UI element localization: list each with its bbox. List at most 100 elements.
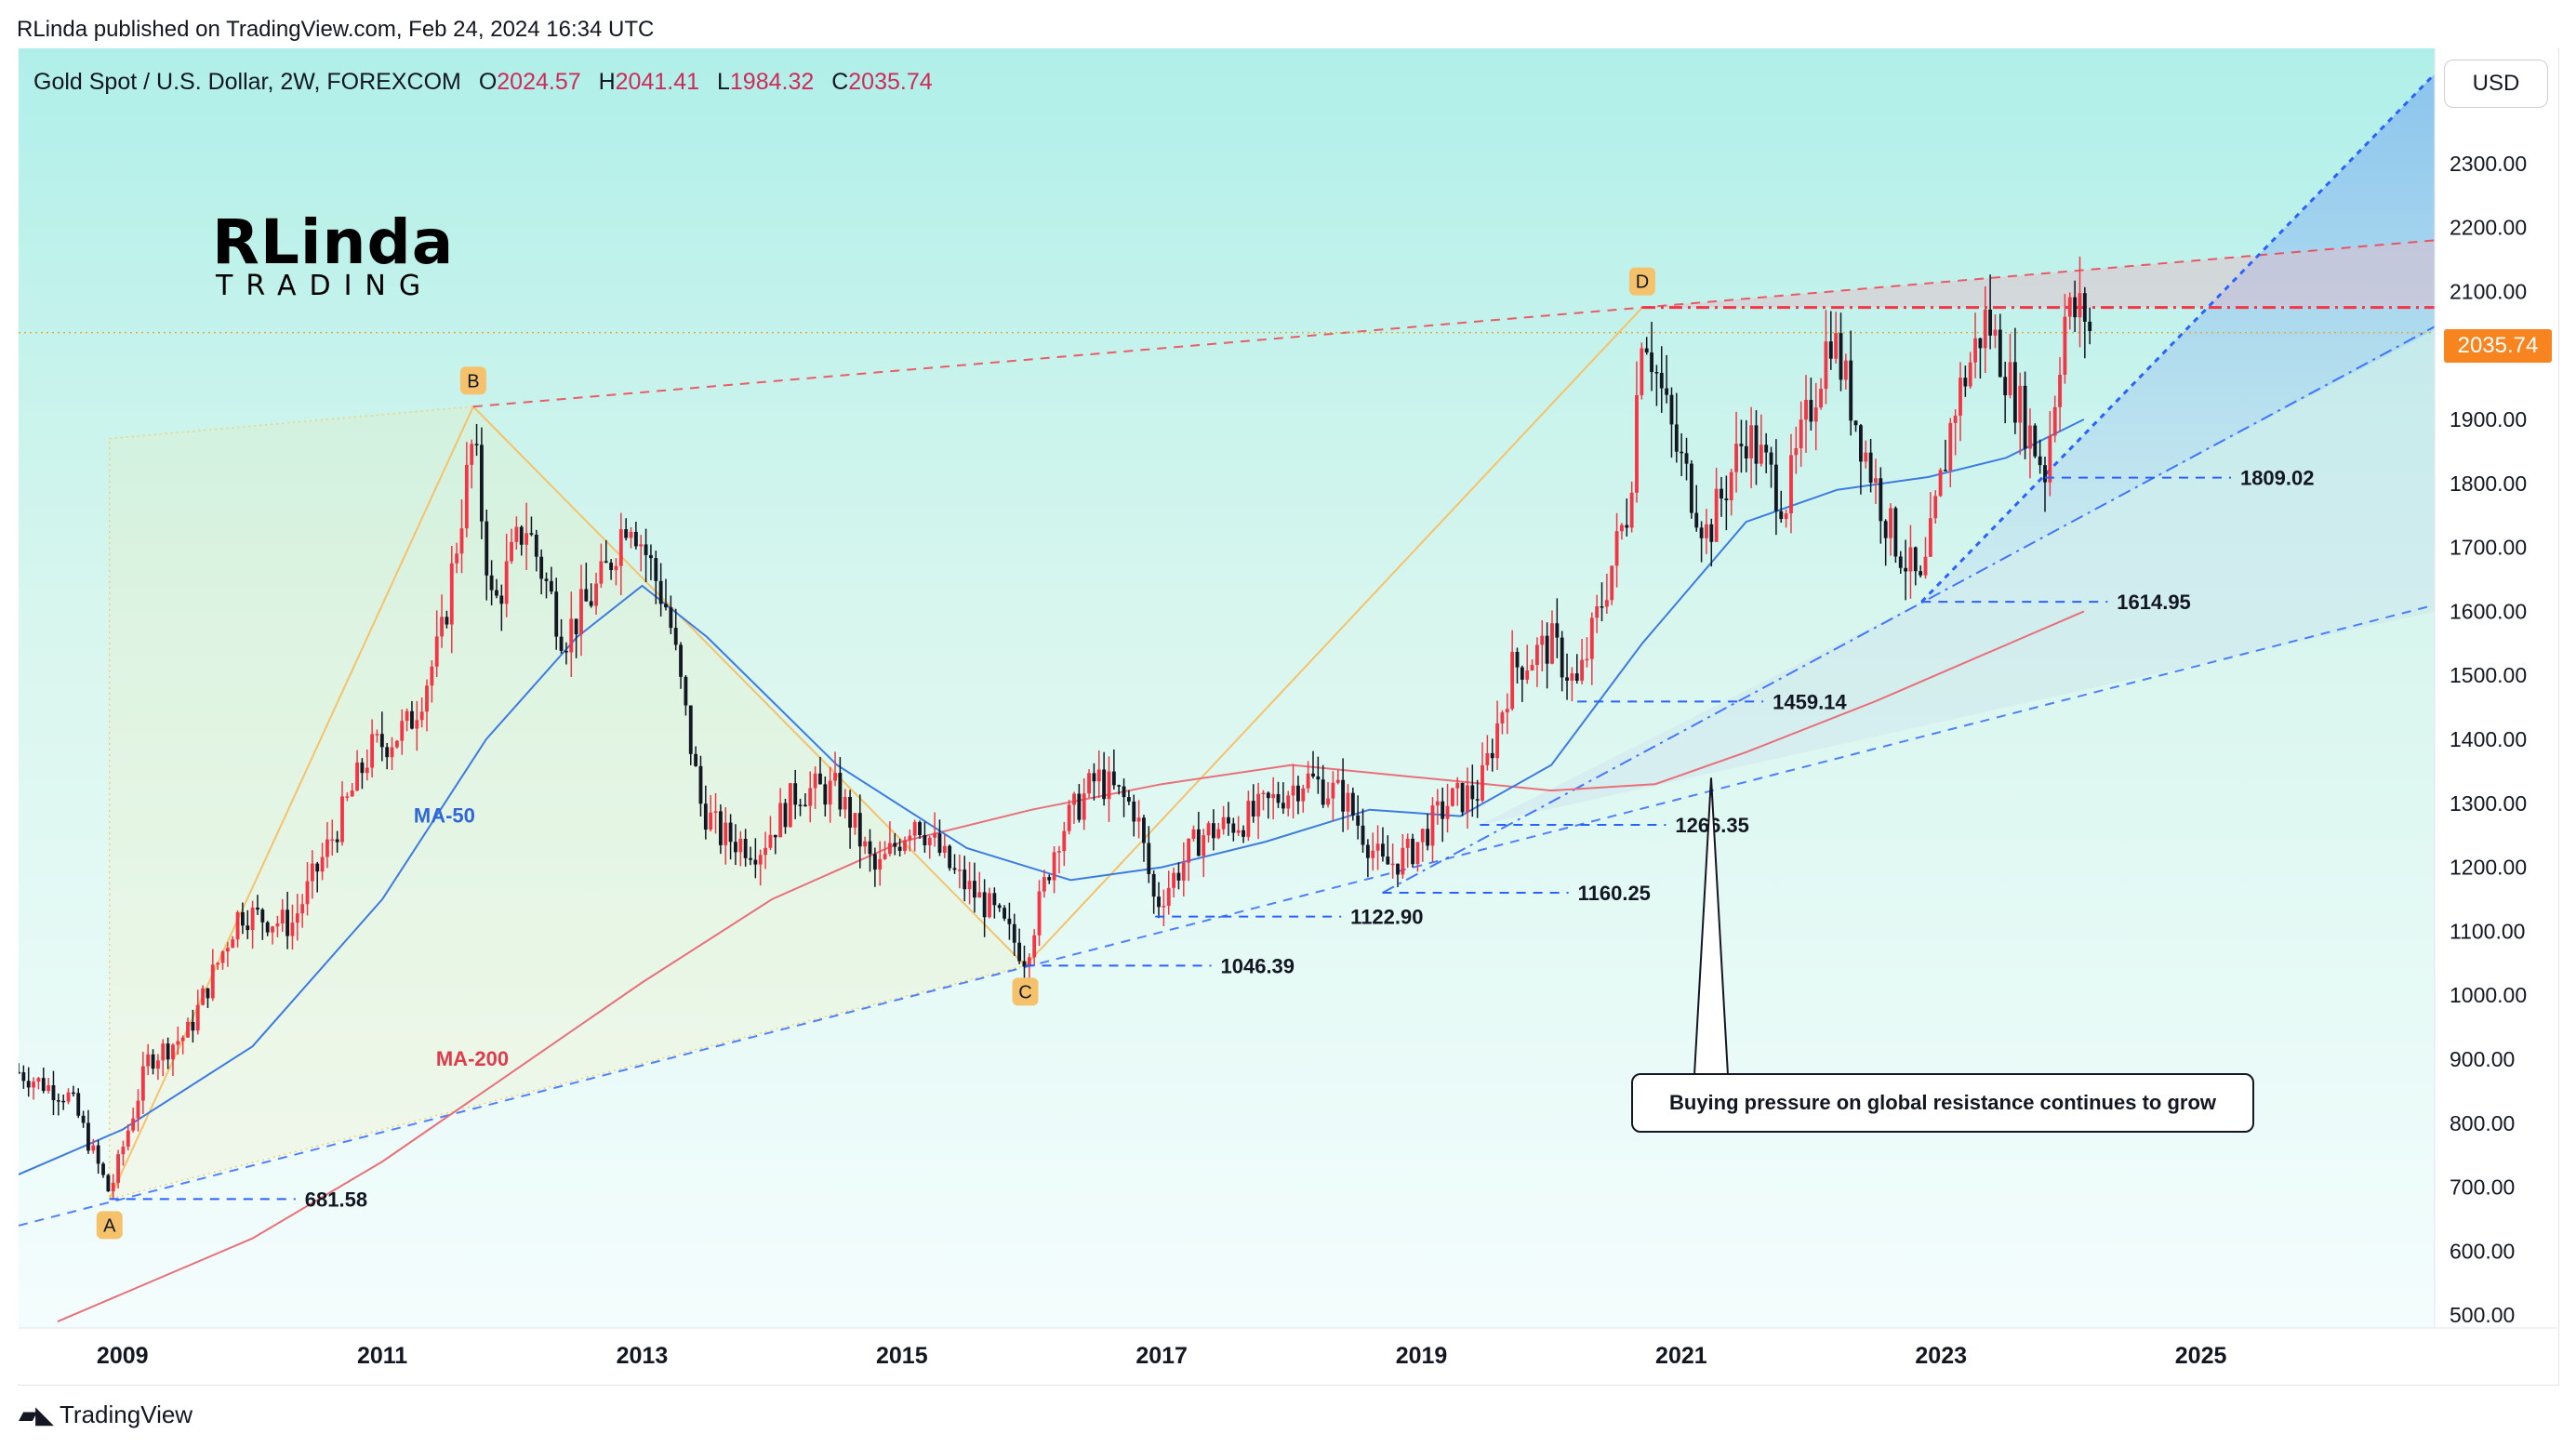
candle-body bbox=[1933, 496, 1938, 519]
candle-body bbox=[1401, 847, 1405, 875]
candle-body bbox=[41, 1078, 46, 1092]
candle-body bbox=[285, 909, 290, 936]
y-tick-label: 600.00 bbox=[2450, 1239, 2515, 1263]
candle-body bbox=[231, 939, 235, 949]
candle-body bbox=[61, 1100, 66, 1103]
candle-body bbox=[967, 881, 972, 890]
candle-body bbox=[1381, 843, 1385, 857]
candle-body bbox=[2048, 435, 2052, 483]
candle-body bbox=[335, 839, 339, 843]
candle-body bbox=[1680, 451, 1684, 454]
x-tick-label: 2017 bbox=[1135, 1343, 1188, 1369]
candle-body bbox=[489, 575, 494, 591]
candle-body bbox=[1784, 513, 1788, 520]
candle-body bbox=[1749, 425, 1754, 458]
candle-body bbox=[1365, 844, 1370, 858]
candle-body bbox=[1335, 779, 1340, 783]
candle-body bbox=[564, 650, 568, 653]
candle-body bbox=[1944, 470, 1947, 471]
level-label-1614.95: 1614.95 bbox=[2117, 591, 2191, 614]
candle-body bbox=[1037, 891, 1042, 936]
candle-body bbox=[2003, 377, 2008, 395]
candle-body bbox=[1540, 635, 1545, 645]
time-axis-bg bbox=[19, 1328, 2557, 1384]
candle-body bbox=[1635, 394, 1639, 493]
candle-body bbox=[1136, 817, 1141, 822]
candle-body bbox=[942, 845, 947, 853]
currency-button[interactable]: USD bbox=[2444, 60, 2548, 108]
candle-body bbox=[897, 846, 902, 851]
candle-body bbox=[2018, 385, 2023, 423]
tradingview-logo-icon: ▰◣ bbox=[19, 1401, 54, 1428]
candle-body bbox=[325, 839, 329, 857]
candle-body bbox=[1455, 783, 1460, 789]
candle-body bbox=[868, 841, 872, 855]
candle-body bbox=[1371, 850, 1375, 858]
candle-body bbox=[126, 1130, 130, 1148]
candle-body bbox=[609, 563, 614, 571]
candle-body bbox=[455, 553, 459, 564]
candle-body bbox=[2012, 362, 2017, 423]
candle-body bbox=[271, 926, 274, 933]
candle-body bbox=[91, 1145, 96, 1151]
y-tick-label: 1800.00 bbox=[2450, 471, 2527, 496]
tradingview-brand[interactable]: ▰◣ TradingView bbox=[19, 1401, 193, 1429]
symbol-legend[interactable]: Gold Spot / U.S. Dollar, 2W, FOREXCOM O2… bbox=[33, 69, 933, 96]
candle-body bbox=[1346, 792, 1350, 812]
x-tick-label: 2019 bbox=[1396, 1343, 1448, 1369]
candle-body bbox=[1589, 617, 1594, 659]
candle-body bbox=[350, 790, 354, 797]
candle-body bbox=[340, 796, 344, 843]
candle-body bbox=[1490, 752, 1494, 759]
candle-body bbox=[2023, 385, 2027, 449]
candle-body bbox=[957, 870, 962, 871]
candle-body bbox=[1904, 567, 1908, 572]
candle-body bbox=[1858, 425, 1863, 462]
candle-body bbox=[1311, 773, 1315, 777]
candle-body bbox=[1773, 464, 1778, 511]
candle-body bbox=[883, 854, 887, 859]
candle-body bbox=[728, 822, 733, 843]
candle-body bbox=[749, 857, 752, 860]
candle-body bbox=[963, 870, 967, 890]
candle-body bbox=[2028, 425, 2032, 449]
candle-body bbox=[1754, 425, 1759, 464]
candle-body bbox=[155, 1060, 160, 1069]
candle-body bbox=[1441, 801, 1445, 819]
candle-body bbox=[524, 533, 529, 545]
candle-body bbox=[629, 531, 633, 538]
candle-body bbox=[1047, 877, 1052, 881]
candle-body bbox=[71, 1092, 75, 1095]
candle-body bbox=[1744, 445, 1748, 458]
candle-body bbox=[220, 951, 225, 963]
rlinda-logo: RLinda TRADING bbox=[212, 206, 454, 309]
candle-body bbox=[1176, 872, 1181, 881]
y-tick-label: 2300.00 bbox=[2450, 152, 2527, 176]
candle-body bbox=[688, 705, 693, 754]
candle-body bbox=[1629, 492, 1634, 528]
candle-body bbox=[1654, 372, 1659, 374]
candle-body bbox=[1959, 378, 1962, 416]
candle-body bbox=[1291, 785, 1295, 796]
candle-body bbox=[1361, 825, 1365, 845]
candle-body bbox=[927, 837, 932, 845]
candle-body bbox=[1650, 352, 1653, 373]
candle-body bbox=[1500, 712, 1505, 724]
candle-body bbox=[982, 892, 987, 918]
candle-body bbox=[823, 784, 828, 805]
candle-body bbox=[1819, 389, 1824, 408]
candle-body bbox=[1012, 923, 1016, 943]
candle-body bbox=[379, 734, 384, 748]
candle-body bbox=[26, 1081, 31, 1088]
candle-body bbox=[734, 842, 737, 853]
candle-body bbox=[1445, 805, 1450, 819]
candle-body bbox=[1266, 792, 1270, 799]
candle-body bbox=[1495, 723, 1500, 759]
candle-body bbox=[1435, 801, 1440, 806]
candle-body bbox=[216, 962, 220, 965]
candle-body bbox=[470, 444, 474, 465]
candle-body bbox=[768, 834, 773, 848]
bottom-bar bbox=[0, 1386, 2576, 1447]
candle-body bbox=[918, 822, 922, 836]
pattern-point-badge bbox=[1628, 267, 1655, 296]
